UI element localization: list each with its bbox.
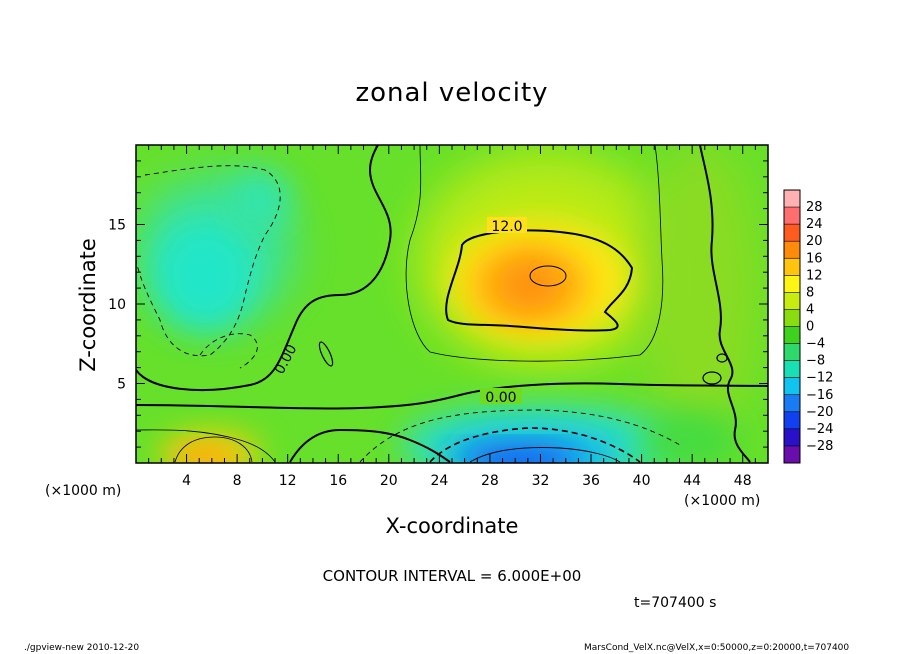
contour-interval-label: CONTOUR INTERVAL = 6.000E+00 [322, 567, 582, 585]
x-tick-label: 16 [329, 473, 347, 489]
colorbar-swatch [784, 241, 800, 259]
colorbar-label: −16 [806, 388, 833, 403]
x-tick-label: 32 [532, 473, 550, 489]
colorbar-label: −24 [806, 422, 833, 437]
colorbar-label: −8 [806, 354, 825, 369]
x-tick-label: 8 [233, 473, 242, 489]
colorbar-label: 24 [806, 217, 823, 232]
colorbar-label: 0 [806, 320, 814, 335]
x-tick-label: 12 [279, 473, 297, 489]
y-tick-label: 15 [108, 218, 126, 234]
x-tick-label: 24 [430, 473, 448, 489]
colorbar-swatch [784, 275, 800, 293]
colorbar: 28 24 20 16 12 8 4 0 −4 −8 −12 −16 −20 −24 −28 [783, 189, 833, 464]
colorbar-swatch [784, 190, 800, 208]
x-tick-label: 20 [380, 473, 398, 489]
colorbar-swatch [784, 258, 800, 276]
contour-label: 12.0 [491, 219, 522, 235]
colorbar-swatch [784, 428, 800, 447]
x-tick-label: 40 [633, 473, 651, 489]
colorbar-label: −4 [806, 337, 825, 352]
footer-right: MarsCond_VelX.nc@VelX,x=0:50000,z=0:2000… [584, 643, 850, 653]
colorbar-swatch [784, 292, 800, 310]
velocity-field [136, 145, 768, 463]
colorbar-label: 12 [806, 268, 823, 283]
contour-label: 0.00 [485, 390, 516, 406]
colorbar-label: −28 [806, 439, 833, 454]
colorbar-swatch [784, 309, 800, 327]
colorbar-label: 4 [806, 302, 814, 317]
colorbar-label: 16 [806, 251, 823, 266]
colorbar-swatch [784, 445, 800, 464]
colorbar-label: 8 [806, 285, 814, 300]
colorbar-swatch [784, 343, 800, 361]
colorbar-label: 20 [806, 234, 823, 249]
colorbar-swatch [784, 394, 800, 413]
footer-left: ./gpview-new 2010-12-20 [24, 643, 140, 653]
colorbar-swatch [784, 411, 800, 430]
chart-title: zonal velocity [355, 78, 549, 108]
x-tick-label: 44 [683, 473, 701, 489]
colorbar-swatch [784, 207, 800, 225]
colorbar-label: −20 [806, 405, 833, 420]
y-tick-label: 5 [117, 377, 126, 393]
time-label: t=707400 s [634, 595, 717, 611]
x-tick-label: 28 [481, 473, 499, 489]
x-tick-label: 48 [734, 473, 752, 489]
x-unit-label-right: (×1000 m) [684, 493, 761, 509]
colorbar-label: −12 [806, 371, 833, 386]
x-tick-label: 36 [582, 473, 600, 489]
colorbar-swatch [784, 224, 800, 242]
x-tick-label: 4 [182, 473, 191, 489]
x-unit-label-left: (×1000 m) [45, 483, 122, 499]
colorbar-swatch [784, 326, 800, 344]
colorbar-label: 28 [806, 200, 823, 215]
contour-lines [136, 145, 768, 463]
y-tick-label: 10 [108, 297, 126, 313]
colorbar-swatch [784, 360, 800, 378]
x-axis-label: X-coordinate [385, 514, 519, 538]
colorbar-swatch [784, 377, 800, 396]
